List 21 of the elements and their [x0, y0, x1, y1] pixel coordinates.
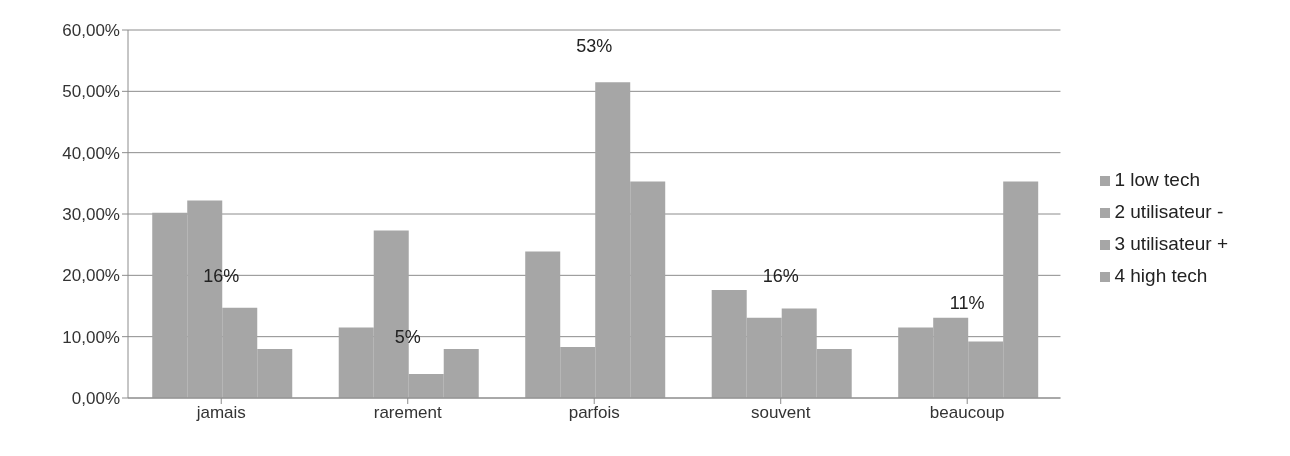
y-tick-label: 20,00%: [62, 266, 120, 286]
y-tick-label: 10,00%: [62, 327, 120, 347]
x-tick-label: souvent: [750, 403, 811, 423]
annotation: 5%: [394, 327, 421, 348]
annotation: 16%: [762, 265, 799, 286]
y-tick-label: 50,00%: [62, 82, 120, 102]
annotation: 16%: [203, 265, 240, 286]
x-tick-label: beaucoup: [929, 403, 1005, 423]
legend-label: 4 high tech: [1114, 265, 1208, 286]
y-tick-label: 60,00%: [62, 21, 120, 41]
annotation: 53%: [576, 35, 613, 56]
x-tick-label: rarement: [373, 403, 443, 423]
legend-label: 2 utilisateur -: [1114, 201, 1224, 222]
y-tick-label: 40,00%: [62, 143, 120, 163]
y-tick-label: 30,00%: [62, 205, 120, 225]
y-tick-label: 0,00%: [71, 389, 120, 409]
x-tick-label: jamais: [195, 403, 246, 423]
legend-label: 1 low tech: [1114, 169, 1200, 190]
legend-label: 3 utilisateur +: [1114, 233, 1228, 254]
annotation: 11%: [949, 293, 985, 314]
x-tick-label: parfois: [568, 403, 620, 423]
